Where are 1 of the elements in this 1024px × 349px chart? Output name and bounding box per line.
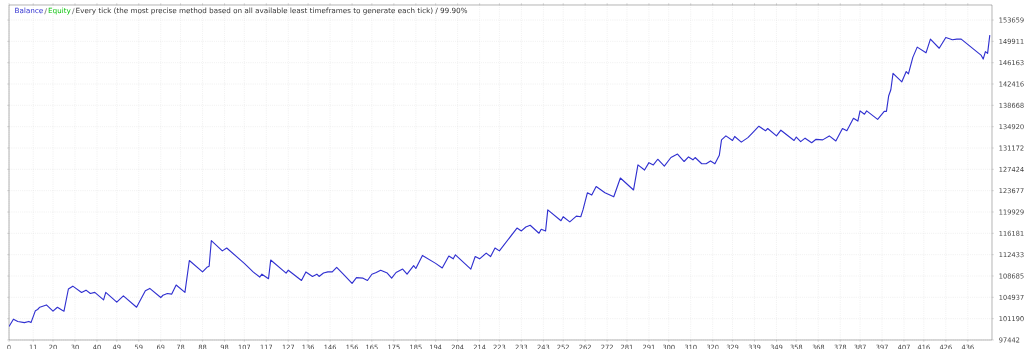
- line-series: [9, 34, 991, 328]
